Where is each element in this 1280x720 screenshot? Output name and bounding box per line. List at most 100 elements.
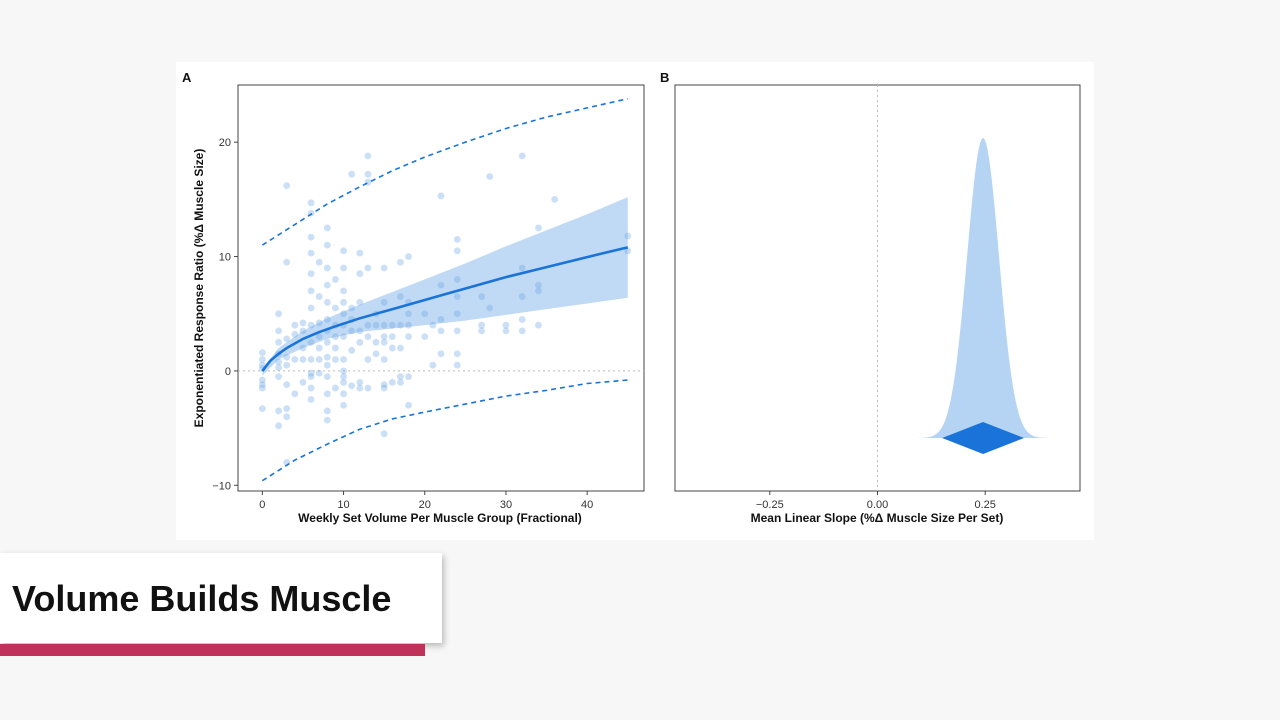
panel-b-posterior-density	[907, 138, 1059, 438]
panel-a-data-point	[551, 195, 559, 203]
panel-a-y-tick-label: 20	[219, 137, 231, 149]
panel-a-data-point	[323, 316, 331, 323]
panel-a-data-point	[380, 381, 388, 389]
panel-a-data-point	[397, 293, 404, 300]
panel-a-data-point	[535, 224, 542, 232]
panel-a-data-point	[364, 152, 372, 160]
panel-a-data-point	[283, 413, 291, 421]
panel-a-data-point	[348, 170, 356, 178]
panel-a-data-point	[356, 270, 364, 278]
panel-a-data-point	[291, 321, 299, 329]
panel-a-data-point	[332, 276, 339, 283]
panel-a-y-tick-label: 0	[225, 366, 231, 378]
panel-a-data-point	[397, 373, 404, 381]
panel-a-fit-curve	[261, 246, 629, 372]
panel-a-data-point	[291, 390, 299, 398]
panel-a-data-point	[340, 356, 347, 363]
panel-a-data-point	[478, 293, 485, 300]
panel-a-data-point	[372, 321, 380, 329]
panel-a-data-point	[380, 333, 388, 341]
panel-a-data-point	[299, 356, 307, 363]
panel-a-data-point	[340, 264, 347, 272]
panel-a-data-point	[437, 327, 445, 335]
panel-a-data-point	[323, 390, 331, 398]
panel-a-x-axis-title: Weekly Set Volume Per Muscle Group (Frac…	[298, 511, 582, 525]
panel-a-data-point	[275, 327, 282, 335]
panel-a-data-point	[356, 249, 364, 257]
panel-a-data-point	[356, 327, 364, 335]
lower-third-card	[0, 553, 442, 643]
panel-a-data-point	[421, 310, 429, 318]
panel-a-data-point	[453, 361, 461, 369]
panel-b-plot-area	[877, 85, 1059, 491]
panel-a-data-point	[323, 264, 331, 272]
panel-a-data-point	[323, 281, 331, 289]
panel-a-data-point	[364, 264, 372, 272]
panel-a-data-point	[283, 335, 291, 343]
panel-a-data-point	[340, 310, 347, 318]
panel-a-data-point	[429, 321, 437, 329]
panel-a-data-point	[332, 333, 339, 341]
panel-a-data-point	[405, 310, 412, 318]
panel-a-data-point	[323, 298, 331, 306]
panel-a-data-point	[258, 405, 266, 413]
panel-a-data-point	[340, 373, 347, 381]
panel-a-data-point	[258, 384, 266, 392]
panel-a-data-point	[405, 373, 412, 381]
panel-a-data-point	[356, 338, 364, 346]
panel-a-data-point	[315, 344, 323, 352]
panel-a-data-point	[291, 330, 299, 338]
panel-a-data-point	[388, 333, 396, 341]
panel-a-data-point	[340, 287, 347, 295]
lower-third-accent-bar	[0, 644, 425, 656]
panel-a-data-point	[356, 378, 364, 386]
panel-a-data-point	[340, 378, 347, 386]
panel-a-data-point	[518, 152, 526, 160]
panel-a-prediction-lower	[261, 379, 628, 482]
panel-a-data-point	[380, 384, 388, 392]
panel-a-data-point	[307, 384, 315, 392]
panel-a-data-point	[535, 287, 542, 295]
panel-a-data-point	[299, 319, 307, 327]
panel-b-x-tick-label: −0.25	[756, 499, 784, 511]
panel-a-data-point	[437, 350, 445, 358]
panel-a-data-point	[307, 338, 315, 346]
panel-a-data-point	[315, 258, 323, 266]
panel-a-data-point	[397, 321, 404, 329]
panel-a-data-point	[315, 293, 323, 300]
panel-a-data-point	[307, 304, 315, 312]
panel-a-data-point	[380, 338, 388, 346]
panel-a-data-point	[307, 270, 315, 278]
panel-a-data-point	[453, 247, 461, 255]
panel-a-data-point	[323, 361, 331, 369]
panel-a-data-point	[315, 333, 323, 341]
panel-a-y-tick-label: −10	[212, 480, 231, 492]
panel-a-data-point	[348, 304, 356, 312]
panel-a-x-tick-label: 10	[337, 499, 349, 511]
panel-a-data-point	[486, 173, 494, 180]
panel-a-data-point	[340, 247, 347, 255]
panel-a-data-point	[356, 384, 364, 392]
panel-a-data-point	[405, 333, 412, 341]
panel-a-y-ticks: −10 0 10 20	[212, 137, 238, 492]
panel-a-data-point	[307, 287, 315, 295]
panel-a-data-point	[307, 356, 315, 363]
panel-a-x-ticks: 0 10 20 30 40	[259, 491, 593, 511]
panel-b-letter: B	[660, 70, 669, 85]
panel-a-data-point	[478, 327, 485, 335]
panel-b-estimate-diamond	[942, 422, 1024, 454]
panel-a-data-point	[275, 358, 282, 366]
panel-a-data-point	[421, 333, 429, 341]
panel-a-data-point	[380, 356, 388, 363]
panel-a-data-point	[283, 405, 291, 413]
panel-a-data-point	[372, 350, 380, 358]
panel-a-data-point	[502, 321, 510, 329]
panel-a-data-point	[299, 378, 307, 386]
panel-a-data-point	[307, 396, 315, 403]
panel-b-x-tick-label: 0.25	[975, 499, 996, 511]
panel-a-data-point	[478, 321, 485, 329]
lower-third-title: Volume Builds Muscle	[12, 578, 392, 619]
panel-a-data-point	[283, 182, 291, 190]
panel-a-x-tick-label: 30	[500, 499, 512, 511]
